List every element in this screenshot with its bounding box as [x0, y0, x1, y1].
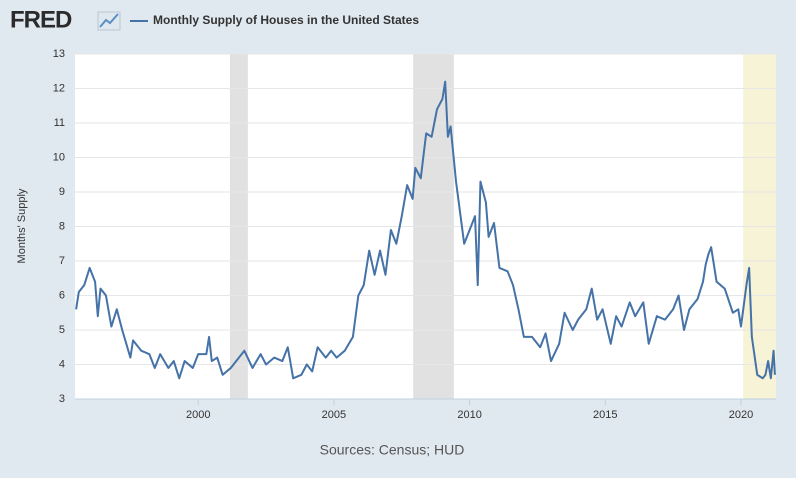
y-tick-label: 9 — [59, 186, 65, 198]
data-line — [75, 80, 776, 380]
y-tick-label: 12 — [53, 82, 65, 94]
y-tick-label: 5 — [59, 324, 65, 336]
x-tick-label: 2005 — [322, 409, 346, 421]
y-tick-label: 4 — [59, 358, 65, 370]
y-tick-label: 11 — [54, 117, 65, 129]
y-tick-label: 3 — [59, 393, 65, 405]
y-tick-label: 13 — [53, 48, 65, 60]
chart-title: Monthly Supply of Houses in the United S… — [153, 13, 419, 27]
source-note: Sources: Census; HUD — [320, 442, 465, 458]
x-tick-label: 2020 — [729, 409, 753, 421]
y-tick-label: 7 — [59, 255, 65, 267]
y-tick-label: 6 — [59, 289, 65, 301]
logo: FRED — [10, 6, 72, 33]
x-tick-label: 2000 — [186, 409, 210, 421]
x-tick-label: 2010 — [457, 409, 481, 421]
x-tick-label: 2015 — [593, 409, 617, 421]
y-axis-label: Months' Supply — [16, 188, 28, 263]
y-tick-label: 8 — [59, 220, 65, 232]
y-tick-label: 10 — [53, 151, 65, 163]
logo-icon — [97, 11, 121, 31]
